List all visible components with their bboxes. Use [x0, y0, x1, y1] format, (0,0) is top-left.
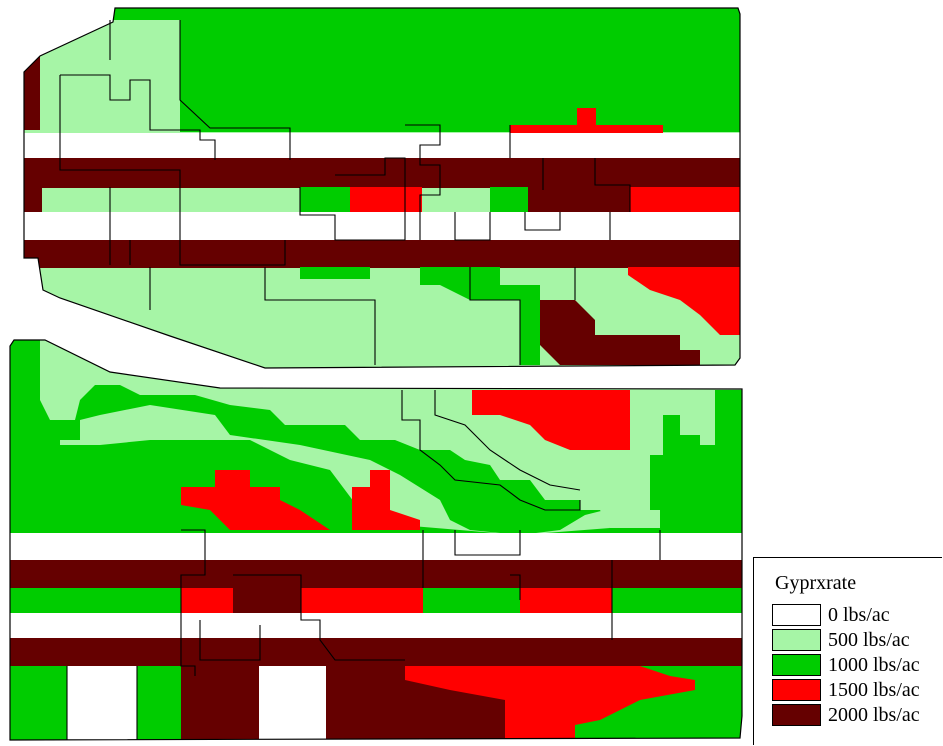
- south-red-bottom: [405, 666, 695, 740]
- legend-swatch-0: [772, 604, 821, 626]
- legend-item-4: 2000 lbs/ac: [772, 704, 942, 727]
- south-green-row-c: [612, 588, 742, 613]
- south-dark-row-a: [233, 575, 301, 613]
- legend-item-0: 0 lbs/ac: [772, 604, 942, 627]
- north-dark-stripe-2: [24, 240, 740, 268]
- south-red-row-a: [181, 588, 233, 613]
- south-white-stripe-2: [10, 613, 742, 638]
- legend-swatch-3: [772, 679, 821, 701]
- north-red-lower: [628, 267, 740, 335]
- south-white-bottom-b: [259, 666, 326, 740]
- legend-swatch-2: [772, 654, 821, 676]
- south-red-mid-b: [352, 470, 420, 530]
- north-dark-lower: [540, 300, 700, 365]
- north-dark-left-row: [24, 187, 42, 215]
- north-field: [24, 8, 740, 368]
- legend-title: Gyprxrate: [775, 572, 857, 594]
- legend-swatch-4: [772, 704, 821, 726]
- north-green-row-a: [300, 187, 350, 212]
- north-dark-stripe-1: [24, 158, 740, 188]
- south-green-row-b: [423, 588, 520, 613]
- legend-label-2: 1000 lbs/ac: [828, 654, 920, 676]
- north-dark-row-a: [528, 187, 630, 212]
- north-white-stripe-2: [24, 212, 740, 240]
- legend-label-3: 1500 lbs/ac: [828, 679, 920, 701]
- legend-swatch-1: [772, 629, 821, 651]
- north-green-row-b: [490, 187, 528, 212]
- north-red-row-a: [350, 187, 422, 212]
- north-dark-left-corner: [24, 56, 40, 130]
- legend-label-4: 2000 lbs/ac: [828, 704, 920, 726]
- south-red-row-c: [520, 588, 612, 613]
- south-zone-lines: [66, 390, 661, 740]
- south-white-stripe-1: [10, 533, 742, 560]
- north-green-lower-a: [300, 267, 370, 279]
- south-field: [10, 340, 742, 740]
- south-red-mid-a: [181, 470, 330, 530]
- south-light-mid: [60, 405, 610, 535]
- south-green-row-a: [10, 588, 181, 613]
- legend: Gyprxrate 0 lbs/ac 500 lbs/ac 1000 lbs/a…: [753, 557, 942, 745]
- north-outline: [23, 7, 741, 369]
- legend-item-3: 1500 lbs/ac: [772, 679, 942, 702]
- south-white-bottom-a: [67, 666, 137, 740]
- south-outline: [9, 339, 743, 741]
- south-dark-bottom-a: [181, 666, 259, 740]
- north-green-top: [180, 8, 740, 132]
- north-zone-lines: [59, 20, 631, 365]
- legend-label-0: 0 lbs/ac: [828, 604, 890, 626]
- north-red-row-b: [630, 187, 740, 212]
- south-dark-stripe-1: [10, 560, 742, 588]
- south-red-row-b: [301, 588, 423, 613]
- north-red-upper: [510, 108, 663, 135]
- legend-item-1: 500 lbs/ac: [772, 629, 942, 652]
- south-dark-stripe-2: [10, 638, 742, 666]
- south-red-top: [472, 390, 630, 450]
- north-green-top-left: [110, 8, 180, 20]
- north-white-stripe-1: [24, 133, 740, 159]
- legend-item-2: 1000 lbs/ac: [772, 654, 942, 677]
- legend-label-1: 500 lbs/ac: [828, 629, 910, 651]
- north-green-lower-b: [420, 267, 540, 365]
- south-light-band: [40, 340, 742, 528]
